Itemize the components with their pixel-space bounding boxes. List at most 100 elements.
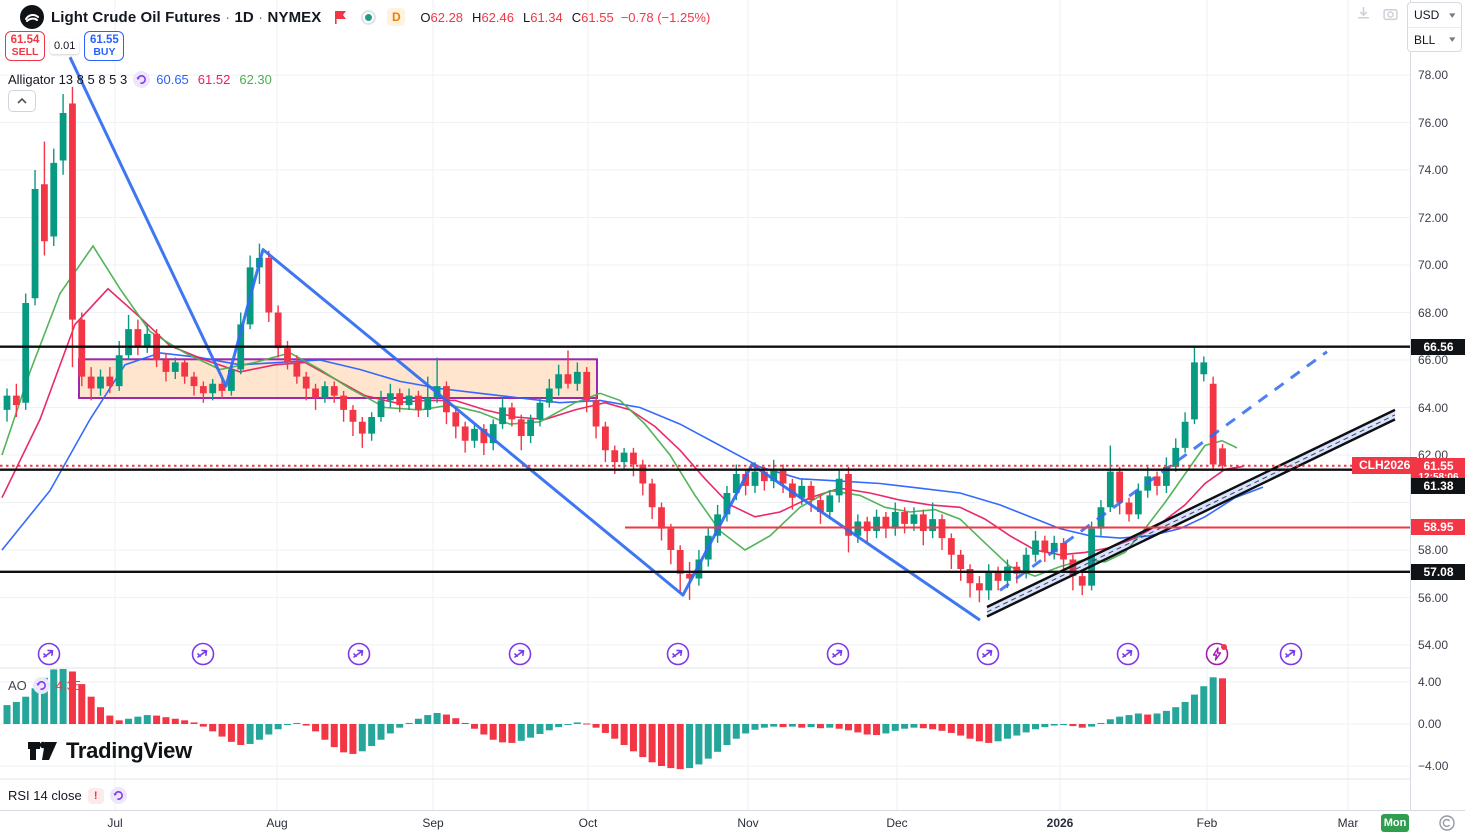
candle-body <box>976 583 983 591</box>
event-marker-icon[interactable] <box>37 642 61 666</box>
candle-body <box>620 452 628 463</box>
projection-dashed-line[interactable] <box>999 350 1328 592</box>
alligator-indicator-row[interactable]: Alligator 13 8 5 8 5 3 60.65 61.52 62.30 <box>8 71 272 88</box>
sell-button[interactable]: 61.54 SELL <box>5 31 45 61</box>
candle-body <box>1041 540 1049 553</box>
ao-bar <box>255 724 263 740</box>
ao-bar <box>115 720 123 724</box>
channel-upper-line <box>986 408 1396 609</box>
unit-dropdown[interactable]: BLL ▾ <box>1408 27 1461 51</box>
candle-body <box>779 469 787 484</box>
candle-body <box>1050 542 1058 553</box>
ao-bar <box>452 718 460 724</box>
candle-body <box>312 388 319 398</box>
rsi-indicator-row[interactable]: RSI 14 close ! <box>8 787 127 804</box>
event-marker-icon[interactable] <box>1279 642 1303 666</box>
ao-bar <box>938 724 946 731</box>
interval-badge[interactable]: D <box>387 8 406 26</box>
ao-bar <box>302 724 310 726</box>
candle-body <box>564 374 572 384</box>
lightning-event-icon[interactable] <box>1205 642 1229 666</box>
ao-value: 4.35 <box>55 678 82 693</box>
candle-body <box>368 417 376 434</box>
ao-bar <box>901 724 909 729</box>
ao-tick-label: 4.00 <box>1418 675 1442 689</box>
event-marker-icon[interactable] <box>976 642 1000 666</box>
candle-body <box>293 362 301 377</box>
candle-body <box>1200 362 1208 375</box>
axis-unit-box: USD ▾ BLL ▾ <box>1407 2 1462 52</box>
time-axis[interactable]: Mon Jul Aug Sep Oct Nov Dec 2026 Feb Mar <box>0 810 1465 836</box>
zigzag-trendline[interactable] <box>68 56 981 622</box>
event-marker-icon[interactable] <box>666 642 690 666</box>
candle-body <box>134 329 142 346</box>
collapse-pane-button[interactable] <box>8 90 36 112</box>
price-badge: 58.95 <box>1411 519 1465 536</box>
price-tick-label: 78.00 <box>1418 68 1449 82</box>
alligator-label: Alligator 13 8 5 8 5 3 <box>8 72 128 87</box>
event-marker-icon[interactable] <box>508 642 532 666</box>
candle-body <box>845 474 852 536</box>
price-axis[interactable]: 78.00 76.00 74.00 72.00 70.00 68.00 66.00 64.00… <box>1410 0 1465 810</box>
candle-body <box>415 395 422 410</box>
candle-body <box>994 571 1002 581</box>
tradingview-logo[interactable]: TradingView <box>28 738 192 764</box>
price-badge: 61.38 <box>1411 477 1465 494</box>
ao-refresh-icon[interactable] <box>32 677 50 694</box>
candle-body <box>863 521 871 531</box>
rsi-warning-icon[interactable]: ! <box>87 787 104 804</box>
candle-body <box>1153 476 1161 486</box>
ao-bar <box>3 705 11 724</box>
ao-bar <box>386 724 394 734</box>
event-marker-icon[interactable] <box>347 642 371 666</box>
candle-body <box>1125 502 1133 515</box>
download-icon[interactable] <box>1355 5 1372 22</box>
ao-bar <box>1190 694 1198 724</box>
currency-dropdown[interactable]: USD ▾ <box>1414 8 1456 22</box>
ao-bar <box>433 712 441 724</box>
event-marker-icon[interactable] <box>1116 642 1140 666</box>
flag-icon[interactable] <box>334 10 348 25</box>
refresh-icon[interactable] <box>133 71 151 88</box>
candle-body <box>527 419 534 436</box>
price-badge: 57.08 <box>1411 563 1465 580</box>
chart-canvas[interactable] <box>0 0 1410 810</box>
ao-bar <box>1022 724 1030 733</box>
ao-bar <box>405 722 413 724</box>
ao-bar <box>704 724 712 759</box>
event-marker-icon[interactable] <box>191 642 215 666</box>
ao-bar <box>676 724 684 770</box>
candle-body <box>31 189 39 299</box>
ao-bar <box>527 724 535 738</box>
event-marker-icon[interactable] <box>826 642 850 666</box>
ao-bar <box>863 724 871 735</box>
market-status-icon[interactable] <box>361 9 377 25</box>
copyright-icon[interactable] <box>1438 814 1456 832</box>
candle-body <box>611 450 619 463</box>
ao-bar <box>751 724 759 730</box>
price-tick-label: 56.00 <box>1418 590 1449 605</box>
ao-bar <box>845 724 852 731</box>
ao-bar <box>68 671 76 724</box>
candle-body <box>1022 554 1030 574</box>
candle-body <box>966 569 974 584</box>
camera-icon[interactable] <box>1382 5 1399 22</box>
candle-body <box>536 402 544 420</box>
candle-body <box>873 516 880 531</box>
ao-bar <box>695 724 703 765</box>
rsi-refresh-icon[interactable] <box>109 787 127 804</box>
symbol-title[interactable]: Light Crude Oil Futures · 1D · NYMEX <box>51 8 322 26</box>
price-tick-label: 58.00 <box>1418 543 1449 557</box>
buy-button[interactable]: 61.55 BUY <box>84 31 125 61</box>
contract-label: CLH2026 <box>1352 456 1418 474</box>
ao-bar <box>461 722 469 724</box>
ao-bar <box>798 724 806 728</box>
ao-bar <box>723 724 731 745</box>
ao-bar <box>442 714 450 724</box>
candle-body <box>508 407 516 420</box>
ao-bar <box>97 707 104 724</box>
ao-indicator-row[interactable]: AO 4.35 <box>8 677 81 694</box>
ao-bar <box>966 724 974 739</box>
ao-bar <box>732 724 740 739</box>
ao-bar <box>835 724 843 729</box>
